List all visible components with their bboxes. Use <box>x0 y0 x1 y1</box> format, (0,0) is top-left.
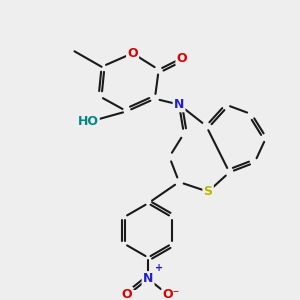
Text: +: + <box>155 263 163 273</box>
Text: O⁻: O⁻ <box>163 288 180 300</box>
Text: O: O <box>127 47 138 60</box>
Text: S: S <box>204 185 213 198</box>
Text: N: N <box>143 272 153 285</box>
Text: O: O <box>177 52 187 64</box>
Text: N: N <box>174 98 184 111</box>
Text: O: O <box>122 288 132 300</box>
Text: HO: HO <box>77 115 98 128</box>
